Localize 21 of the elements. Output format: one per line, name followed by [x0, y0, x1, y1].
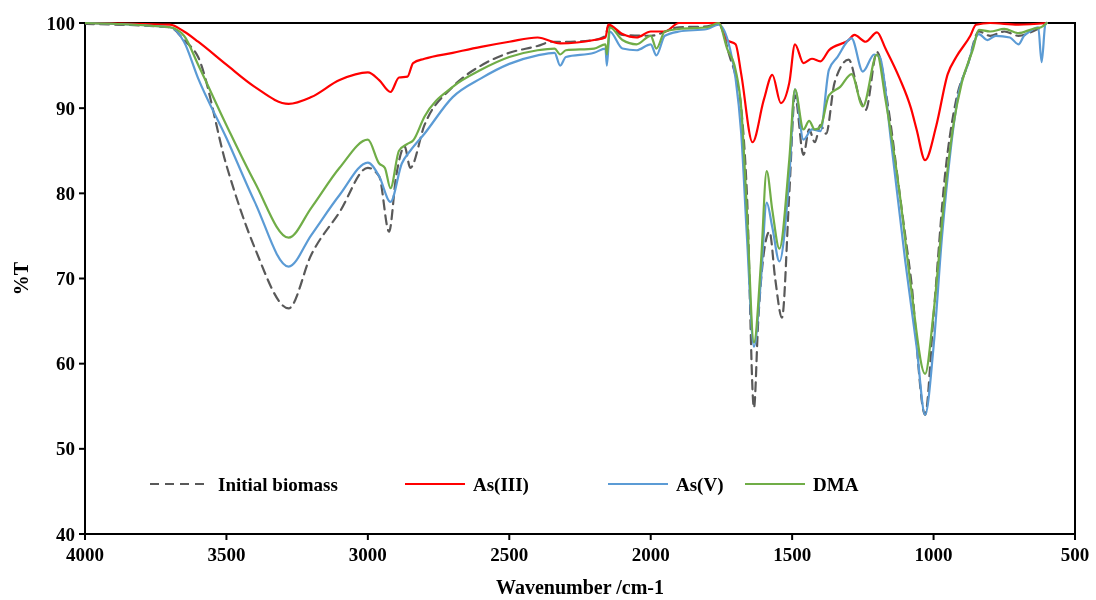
- x-tick-label: 3000: [348, 544, 387, 565]
- y-axis-title: %T: [10, 261, 32, 296]
- x-tick-label: 1500: [773, 544, 812, 565]
- x-tick-label: 2500: [490, 544, 529, 565]
- x-tick-label: 3500: [207, 544, 246, 565]
- x-tick-label: 2000: [631, 544, 670, 565]
- legend-label: As(V): [676, 473, 724, 496]
- y-tick-label: 60: [56, 353, 75, 375]
- x-tick-label: 1000: [914, 544, 953, 565]
- y-tick-label: 40: [56, 523, 75, 545]
- x-tick-label: 4000: [66, 544, 104, 565]
- y-tick-label: 90: [56, 97, 75, 119]
- legend-label: Initial biomass: [218, 473, 338, 495]
- y-tick-label: 70: [56, 268, 75, 290]
- x-tick-label: 500: [1060, 544, 1090, 565]
- y-tick-label: 50: [56, 438, 75, 460]
- y-tick-label: 100: [46, 12, 75, 34]
- x-axis-title: Wavenumber /cm-1: [496, 576, 664, 598]
- y-tick-label: 80: [56, 182, 75, 204]
- legend-label: As(III): [473, 473, 529, 496]
- legend-label: DMA: [813, 473, 859, 495]
